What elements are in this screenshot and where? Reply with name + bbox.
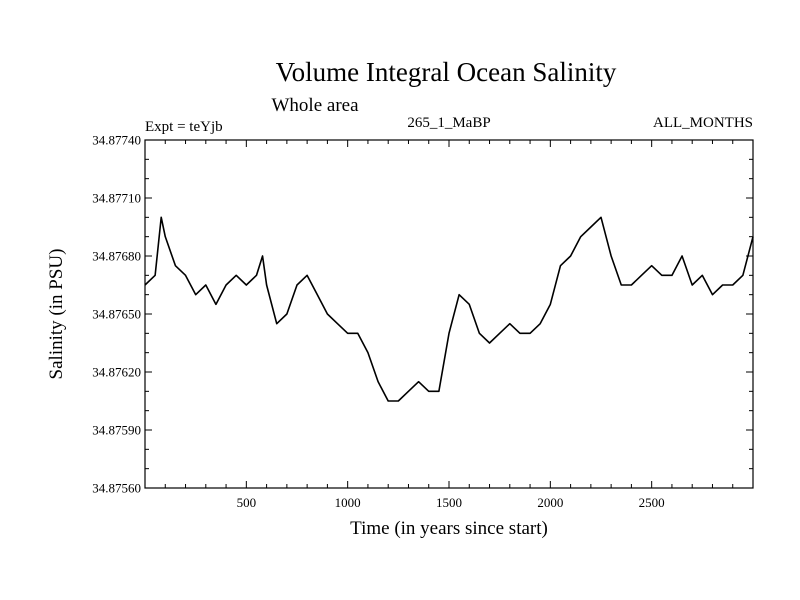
x-tick-label: 2000 — [537, 495, 563, 510]
months-label: ALL_MONTHS — [653, 115, 753, 131]
y-tick-label: 34.87560 — [92, 481, 141, 496]
x-tick-label: 500 — [237, 495, 257, 510]
y-tick-label: 34.87620 — [92, 365, 141, 380]
x-tick-label: 2500 — [639, 495, 665, 510]
y-tick-label: 34.87680 — [92, 249, 141, 264]
x-axis-label: Time (in years since start) — [350, 518, 548, 539]
plot-frame — [144, 139, 754, 489]
y-axis-label: Salinity (in PSU) — [46, 249, 67, 380]
axis-ticks: 500 1000 1500 2000 2500 34.87560 34.87590 34.87… — [92, 133, 753, 510]
y-tick-label: 34.87710 — [92, 191, 141, 206]
series-line — [144, 216, 754, 402]
y-tick-label: 34.87740 — [92, 133, 141, 148]
chart-title: Volume Integral Ocean Salinity — [276, 57, 617, 87]
y-tick-label: 34.87650 — [92, 307, 141, 322]
x-tick-label: 1500 — [436, 495, 462, 510]
period-label: 265_1_MaBP — [407, 115, 490, 131]
x-tick-label: 1000 — [335, 495, 361, 510]
y-tick-label: 34.87590 — [92, 423, 141, 438]
data-series — [144, 216, 754, 402]
experiment-label: Expt = teYjb — [145, 119, 223, 135]
chart-subtitle: Whole area — [271, 95, 359, 116]
